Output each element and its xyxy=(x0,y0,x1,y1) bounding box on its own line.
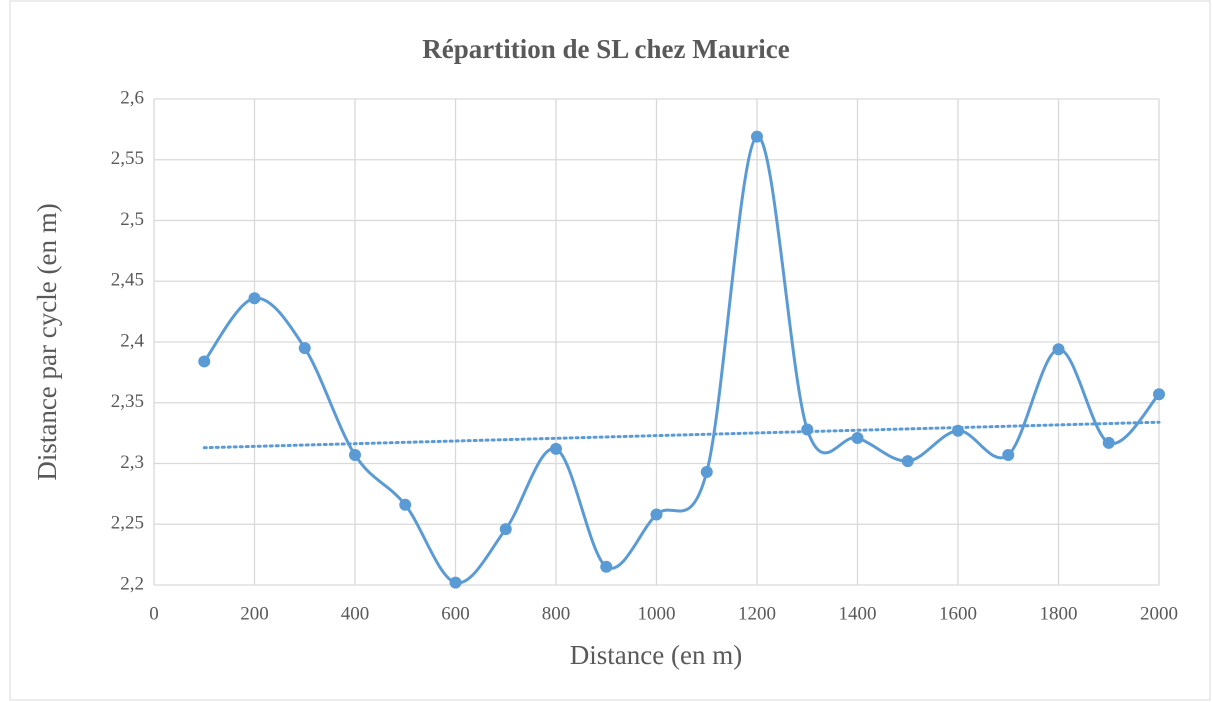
data-point xyxy=(1052,343,1065,356)
y-tick-label: 2,2 xyxy=(120,573,144,594)
data-point xyxy=(600,560,613,573)
chart-title: Répartition de SL chez Maurice xyxy=(422,34,789,64)
data-point xyxy=(901,455,914,468)
data-point xyxy=(1153,388,1165,401)
x-tick-label: 200 xyxy=(240,603,269,624)
y-tick-label: 2,45 xyxy=(111,270,144,291)
data-point xyxy=(550,442,562,455)
y-tick-label: 2,3 xyxy=(120,452,144,473)
x-tick-label: 800 xyxy=(542,603,571,624)
data-point xyxy=(499,523,512,536)
x-tick-label: 0 xyxy=(149,603,159,624)
x-tick-label: 1600 xyxy=(939,603,977,624)
x-tick-label: 2000 xyxy=(1140,603,1178,624)
y-tick-label: 2,6 xyxy=(120,87,144,108)
data-point xyxy=(298,342,311,355)
data-point xyxy=(751,130,763,143)
series-line xyxy=(203,135,1161,585)
x-axis-label: Distance (en m) xyxy=(570,640,742,670)
data-point xyxy=(198,355,211,368)
data-point xyxy=(399,498,412,511)
data-point xyxy=(700,466,713,479)
y-tick-label: 2,25 xyxy=(111,513,144,534)
x-tick-label: 1000 xyxy=(638,603,676,624)
trendline xyxy=(202,420,1161,450)
x-tick-label: 1800 xyxy=(1040,603,1078,624)
data-point xyxy=(349,448,361,461)
y-tick-label: 2,35 xyxy=(111,391,144,412)
data-point xyxy=(1102,436,1115,449)
x-tick-label: 400 xyxy=(341,603,370,624)
data-point xyxy=(650,508,663,521)
data-point xyxy=(449,576,462,589)
data-point xyxy=(851,431,864,444)
data-point xyxy=(1002,448,1015,461)
y-axis-label: Distance par cycle (en m) xyxy=(32,203,62,480)
chart-border xyxy=(9,0,1211,701)
y-tick-label: 2,4 xyxy=(120,330,144,351)
y-tick-label: 2,55 xyxy=(111,148,144,169)
data-point xyxy=(801,423,814,436)
data-point xyxy=(248,292,261,305)
x-tick-label: 1400 xyxy=(839,603,877,624)
x-tick-label: 600 xyxy=(441,603,470,624)
y-tick-label: 2,5 xyxy=(120,209,144,230)
x-tick-label: 1200 xyxy=(738,603,776,624)
